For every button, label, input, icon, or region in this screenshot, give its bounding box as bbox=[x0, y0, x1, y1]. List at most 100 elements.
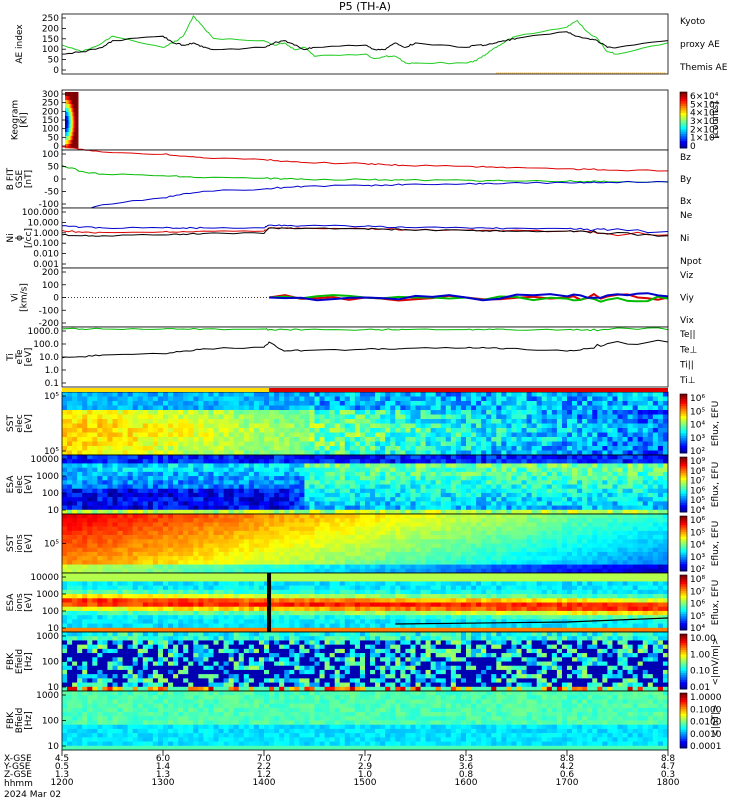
sst_e-heat-cell bbox=[516, 441, 522, 447]
sst_e-heat-cell bbox=[132, 396, 139, 402]
sst_e-heat-cell bbox=[385, 441, 391, 447]
keogram-cell bbox=[75, 136, 77, 141]
esa_e-heat-cell bbox=[395, 488, 401, 494]
esa_e-heat-cell bbox=[607, 455, 613, 460]
esa_e-heat-cell bbox=[476, 509, 482, 515]
esa_e-heat-cell bbox=[647, 492, 654, 498]
sst_e-heat-cell bbox=[193, 419, 199, 424]
sst_i-heat-cell bbox=[193, 564, 199, 570]
sst_i-heat-cell bbox=[289, 551, 295, 557]
sst_e-heat-cell bbox=[430, 450, 436, 456]
sst_i-heat-cell bbox=[415, 568, 421, 574]
esa_e-heat-cell bbox=[612, 505, 618, 511]
esa_e-heat-cell bbox=[198, 476, 204, 481]
keogram-cell bbox=[73, 128, 75, 133]
sst_i-heat-cell bbox=[178, 518, 184, 523]
esa_e-heat-cell bbox=[561, 476, 568, 481]
sst_i-heat-cell bbox=[238, 522, 245, 527]
sst_e-heat-cell bbox=[410, 410, 416, 415]
sst_e-heat-cell bbox=[279, 432, 285, 438]
sst_i-heat-cell bbox=[127, 535, 133, 540]
sst_e-heat-cell bbox=[572, 428, 578, 433]
sst_e-heat-cell bbox=[395, 432, 401, 438]
sst_i-heat-cell bbox=[294, 518, 300, 523]
esa_e-heat-cell bbox=[501, 484, 507, 490]
sst_i-heat-cell bbox=[415, 514, 421, 519]
esa_e-heat-cell bbox=[284, 492, 290, 498]
esa_e-heat-cell bbox=[435, 463, 442, 468]
sst_e-heat-cell bbox=[582, 437, 588, 442]
sst_e-heat-cell bbox=[284, 396, 290, 402]
esa_e-heat-cell bbox=[253, 492, 260, 498]
sst_i-heat-cell bbox=[203, 522, 209, 527]
sst_e-heat-cell bbox=[622, 419, 628, 424]
sst_e-heat-cell bbox=[567, 414, 573, 420]
sst_e-heat-cell bbox=[208, 396, 214, 402]
esa_e-heat-cell bbox=[228, 480, 234, 485]
sst_i-heat-cell bbox=[213, 551, 219, 557]
sst_e-heat-cell bbox=[178, 392, 184, 397]
sst_i-heat-cell bbox=[304, 568, 310, 574]
esa_e-heat-cell bbox=[112, 509, 118, 515]
sst_i-heat-cell bbox=[173, 522, 179, 527]
sst_i-heat-cell bbox=[339, 551, 346, 557]
esa_e-heat-cell bbox=[375, 505, 381, 511]
sst_i-heat-cell bbox=[420, 547, 426, 553]
esa_e-heat-cell bbox=[233, 480, 240, 485]
sst_e-heat-cell bbox=[425, 405, 431, 411]
sst_i-heat-cell bbox=[193, 556, 199, 561]
sst_i-heat-cell bbox=[157, 556, 164, 561]
esa_e-heat-cell bbox=[637, 492, 644, 498]
sst_e-heat-cell bbox=[243, 392, 250, 397]
sst_e-heat-cell bbox=[359, 432, 366, 438]
sst_e-heat-cell bbox=[395, 419, 401, 424]
sst_i-heat-cell bbox=[203, 547, 209, 553]
sst_e-heat-cell bbox=[435, 405, 442, 411]
sst_e-heat-cell bbox=[526, 392, 532, 397]
sst_i-heat-cell bbox=[289, 560, 295, 565]
esa_e-heat-cell bbox=[445, 509, 452, 515]
sst_i-heat-cell bbox=[142, 514, 149, 519]
esa_e-heat-cell bbox=[561, 505, 568, 511]
sst_e-heat-cell bbox=[329, 392, 335, 397]
keogram-colorbar-cell bbox=[680, 131, 687, 135]
sst_i-heat-cell bbox=[294, 535, 300, 540]
esa_e-heat-cell bbox=[132, 471, 139, 477]
esa_e-heat-cell bbox=[420, 505, 426, 511]
sst_e-heat-cell bbox=[208, 401, 214, 406]
sst_i-heat-cell bbox=[87, 547, 93, 553]
sst_i-heat-cell bbox=[430, 547, 436, 553]
esa_e-heat-cell bbox=[526, 463, 532, 468]
sst_e-heat-cell bbox=[284, 450, 290, 456]
sst_e-heat-cell bbox=[541, 432, 548, 438]
sst_i-heat-cell bbox=[188, 564, 194, 570]
sst_e-heat-cell bbox=[617, 396, 623, 402]
esa_e-heat-cell bbox=[142, 467, 149, 473]
sst_i-heat-cell bbox=[390, 547, 396, 553]
esa_e-heat-cell bbox=[112, 484, 118, 490]
sst_e-heat-cell bbox=[203, 410, 209, 415]
esa_e-heat-cell bbox=[142, 497, 149, 502]
sst_e-heat-cell bbox=[314, 450, 320, 456]
esa_e-heat-cell bbox=[652, 488, 659, 494]
esa_e-heat-cell bbox=[354, 484, 361, 490]
sst_i-heat-cell bbox=[82, 568, 88, 574]
sst_e-heat-cell bbox=[299, 392, 305, 397]
density-panel-bg bbox=[62, 208, 668, 268]
sst_e-heat-cell bbox=[617, 401, 623, 406]
keogram-cell bbox=[71, 124, 73, 129]
keogram-cell bbox=[71, 136, 73, 141]
sst_e-heat-cell bbox=[233, 432, 240, 438]
sst_e-heat-cell bbox=[476, 392, 482, 397]
sst_e-heat-cell bbox=[334, 419, 341, 424]
esa_e-heat-cell bbox=[617, 455, 623, 460]
esa_e-heat-cell bbox=[163, 488, 169, 494]
sst_e-heat-cell bbox=[112, 392, 118, 397]
sst_e-heat-cell bbox=[112, 410, 118, 415]
sst_e-heat-cell bbox=[92, 410, 98, 415]
sst_e-heat-cell bbox=[137, 441, 144, 447]
esa_e-heat-cell bbox=[279, 509, 285, 515]
sst_e-heat-cell bbox=[309, 437, 315, 442]
esa_e-heat-cell bbox=[82, 467, 88, 473]
sst_i-heat-cell bbox=[314, 564, 320, 570]
